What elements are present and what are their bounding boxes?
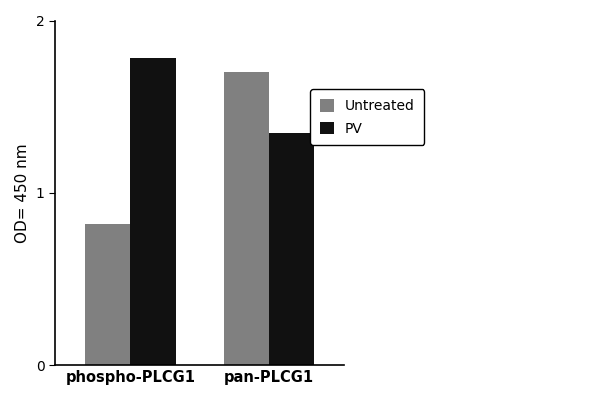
- Y-axis label: OD= 450 nm: OD= 450 nm: [15, 143, 30, 243]
- Legend: Untreated, PV: Untreated, PV: [310, 90, 424, 145]
- Bar: [224, 72, 269, 365]
- Bar: [85, 224, 130, 365]
- Bar: [269, 132, 314, 365]
- Bar: [130, 58, 176, 365]
